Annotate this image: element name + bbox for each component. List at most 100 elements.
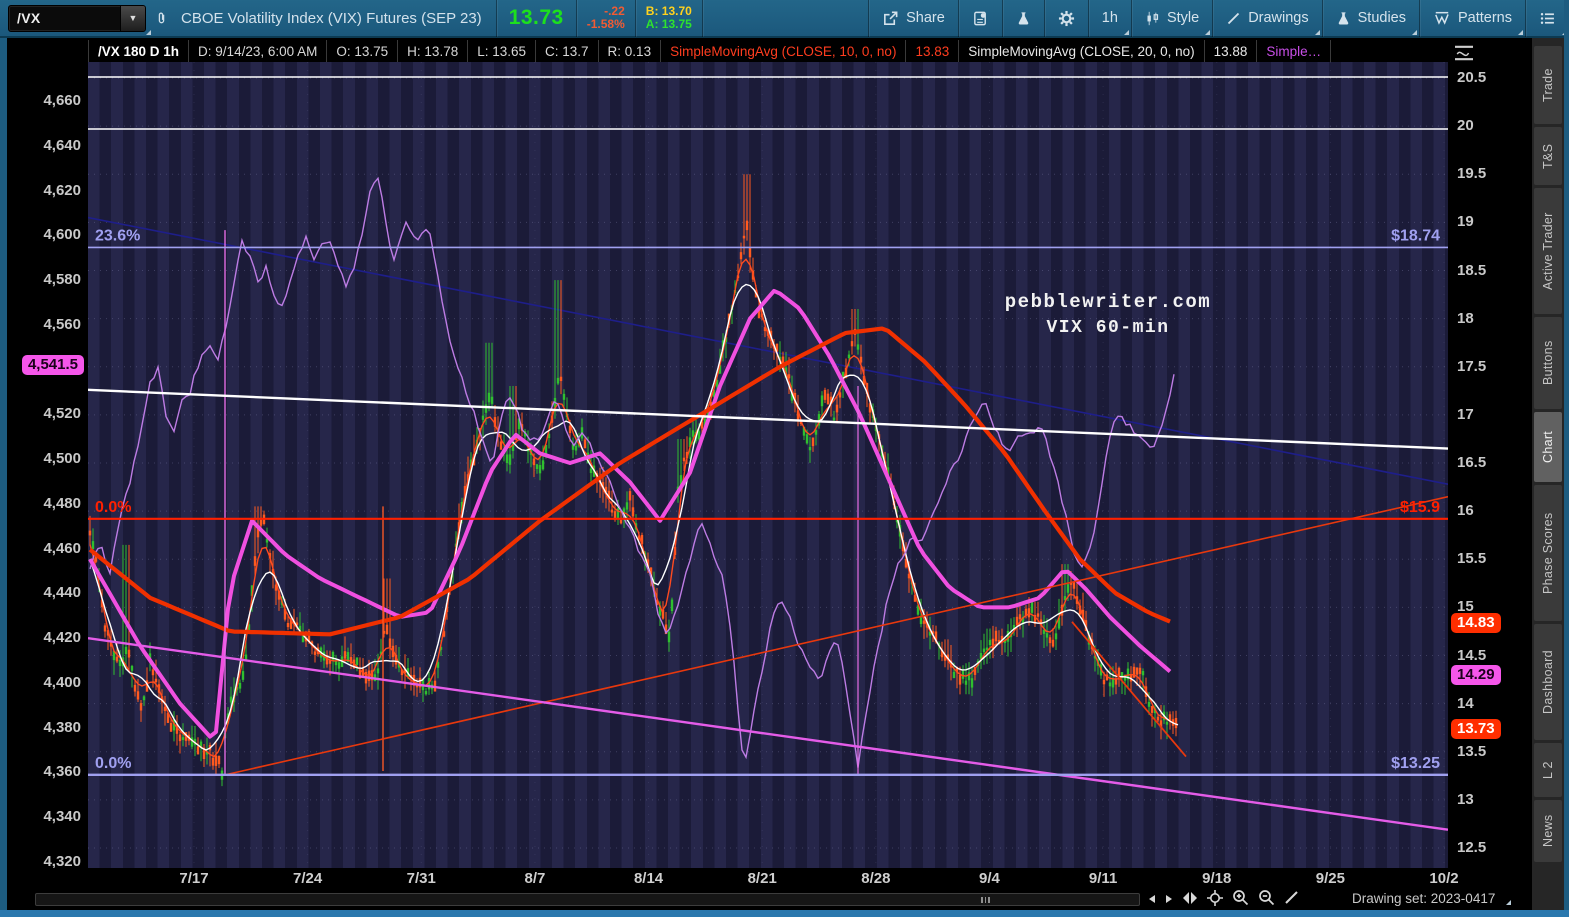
sidebar-tab-dashboard[interactable]: Dashboard: [1534, 624, 1562, 740]
scrollbar-grip[interactable]: [981, 897, 990, 903]
drawing-set-selector[interactable]: Drawing set: 2023-0417: [1352, 891, 1496, 906]
sidebar-tab-l-2[interactable]: L 2: [1534, 743, 1562, 797]
toolbar-button-patterns[interactable]: Patterns: [1419, 0, 1525, 37]
status-segment: H: 13.78: [398, 40, 469, 62]
chart-scrollbar[interactable]: [35, 893, 1140, 906]
levels: 23.6% $18.74 0.0% $15.9 0.0% $13.25: [88, 76, 1448, 777]
toolbar-button-label: 1h: [1101, 10, 1118, 26]
top-toolbar: /VX ▼ CBOE Volatility Index (VIX) Future…: [0, 0, 1569, 38]
sidebar-tab-phase-scores[interactable]: Phase Scores: [1534, 485, 1562, 621]
candles-icon: [1145, 10, 1160, 27]
status-bar: /VX 180 D 1h D: 9/14/23, 6:00 AM O: 13.75 H…: [0, 40, 1569, 62]
chart-title: CBOE Volatility Index (VIX) Futures (SEP…: [181, 9, 482, 27]
toolbar-button-label: Share: [906, 10, 945, 26]
chart-plot-area[interactable]: 23.6% $18.74 0.0% $15.9 0.0% $13.25 pebblewrit…: [88, 62, 1448, 868]
sma20-line: [89, 283, 1179, 751]
sidebar-tab-news[interactable]: News: [1534, 800, 1562, 862]
left-price-axis[interactable]: 4,660 4,640 4,620 4,600 4,580 4,560 4,520 4,500…: [0, 62, 88, 870]
doc-info-icon: [972, 10, 989, 27]
status-segment: C: 13.7: [536, 40, 599, 62]
toolbar-button-settings[interactable]: [1043, 0, 1088, 37]
net-change: -.22: [604, 4, 625, 18]
gap-lines: [224, 230, 859, 775]
sidebar-tab-chart[interactable]: Chart: [1534, 412, 1562, 482]
time-axis[interactable]: 7/17 7/24 7/31 8/7 8/14 8/21 8/28 9/4 9/11 9/18 9/…: [0, 868, 1569, 890]
chevron-down-icon: ▼: [128, 13, 138, 23]
status-segment: L: 13.65: [468, 40, 537, 62]
toolbar-button-drawings[interactable]: Drawings: [1212, 0, 1321, 37]
zoom-in-icon[interactable]: [1232, 889, 1249, 911]
date-tick: 9/25: [1315, 870, 1345, 887]
sidebar-tab-trade[interactable]: Trade: [1534, 46, 1562, 124]
chart-mode-icon[interactable]: [1452, 44, 1476, 67]
toolbar-button-label: Studies: [1357, 10, 1406, 26]
right-axis-tick: 16.5: [1457, 454, 1487, 471]
right-price-axis[interactable]: 20.5 20 19.5 19 18.5 18 17.5 17 16.5 16 15.5 15 14.5…: [1448, 62, 1532, 868]
left-axis-tick: 4,640: [43, 136, 81, 154]
left-axis-tick: 4,440: [43, 584, 81, 602]
scroll-left-icon[interactable]: [1148, 891, 1156, 909]
toolbar-button-timeframe[interactable]: 1h: [1087, 0, 1131, 37]
last-price: 13.73: [508, 6, 564, 29]
left-axis-tick: 4,360: [43, 763, 81, 781]
scroll-right-icon[interactable]: [1165, 891, 1173, 909]
left-axis-tick: 4,660: [43, 92, 81, 109]
toolbar-button-report[interactable]: [957, 0, 1002, 37]
watermark-line1: pebblewriter.com: [1005, 291, 1211, 313]
price-chart[interactable]: 23.6% $18.74 0.0% $15.9 0.0% $13.25 pebblewrit…: [88, 62, 1448, 868]
right-axis-tick: 15: [1457, 598, 1474, 616]
zoom-out-icon[interactable]: [1258, 889, 1275, 911]
quote-cluster: 13.73 -.22 -1.58% B: 13.70 A: 13.75: [497, 0, 703, 37]
sidebar-tab-buttons[interactable]: Buttons: [1534, 317, 1562, 409]
crosshair-icon[interactable]: [1207, 889, 1223, 911]
paperclip-icon[interactable]: [154, 10, 169, 27]
left-axis-tick: 4,620: [43, 181, 81, 199]
fit-width-icon[interactable]: [1182, 891, 1198, 909]
symbol-dropdown-button[interactable]: ▼: [120, 5, 145, 31]
status-segment: 13.88: [1205, 40, 1258, 62]
toolbar-buttons: Share 1h Style Drawings Studies Patterns: [868, 0, 1569, 37]
bid-price: B: 13.70: [645, 4, 692, 18]
symbol-input[interactable]: /VX: [17, 10, 41, 26]
price-bubble: 13.73: [1451, 718, 1501, 739]
gear-icon: [1058, 10, 1075, 27]
toolbar-button-share[interactable]: Share: [868, 0, 958, 37]
date-tick: 9/18: [1202, 870, 1232, 887]
status-segment[interactable]: Simple…: [1257, 40, 1332, 62]
toolbar-button-studies[interactable]: Studies: [1321, 0, 1419, 37]
pen-icon: [1226, 11, 1241, 26]
dropdown-corner-icon: [1506, 900, 1511, 905]
sma10-line: [89, 258, 1179, 758]
date-tick: 7/31: [406, 870, 436, 887]
menu-icon: [1539, 10, 1556, 27]
toolbar-button-style[interactable]: Style: [1130, 0, 1212, 37]
status-segment: D: 9/14/23, 6:00 AM: [189, 40, 328, 62]
symbol-select[interactable]: /VX ▼: [0, 0, 152, 37]
window-border: [0, 38, 7, 910]
sidebar-tab-active-trader[interactable]: Active Trader: [1534, 188, 1562, 314]
window-border: [1564, 0, 1569, 917]
status-segment[interactable]: SimpleMovingAvg (CLOSE, 10, 0, no): [661, 40, 907, 62]
status-segment: O: 13.75: [327, 40, 399, 62]
patterns-icon: [1433, 10, 1451, 26]
ma-slow: [88, 288, 1172, 739]
date-tick: 8/21: [747, 870, 777, 887]
left-axis-tick: 4,560: [43, 315, 81, 333]
toolbar-button-analyze[interactable]: [1001, 0, 1044, 37]
candles-layer: [88, 174, 1178, 787]
comparison-layer: [89, 176, 1175, 768]
left-axis-tick: 4,340: [43, 808, 81, 826]
share-icon: [882, 10, 899, 27]
sidebar-tab-t-s[interactable]: T&S: [1534, 127, 1562, 185]
right-axis-tick: 18.5: [1457, 261, 1487, 279]
status-segment[interactable]: SimpleMovingAvg (CLOSE, 20, 0, no): [959, 40, 1205, 62]
trendline: [88, 636, 1448, 831]
toolbar-button-more[interactable]: [1525, 0, 1569, 37]
divider: [495, 0, 497, 37]
window-border: [0, 910, 1569, 917]
left-axis-tick: 4,420: [43, 629, 81, 647]
background-trendlines: [88, 216, 1448, 485]
quick-draw-icon[interactable]: [1284, 890, 1299, 910]
price-target-label: $18.74: [1391, 227, 1440, 244]
